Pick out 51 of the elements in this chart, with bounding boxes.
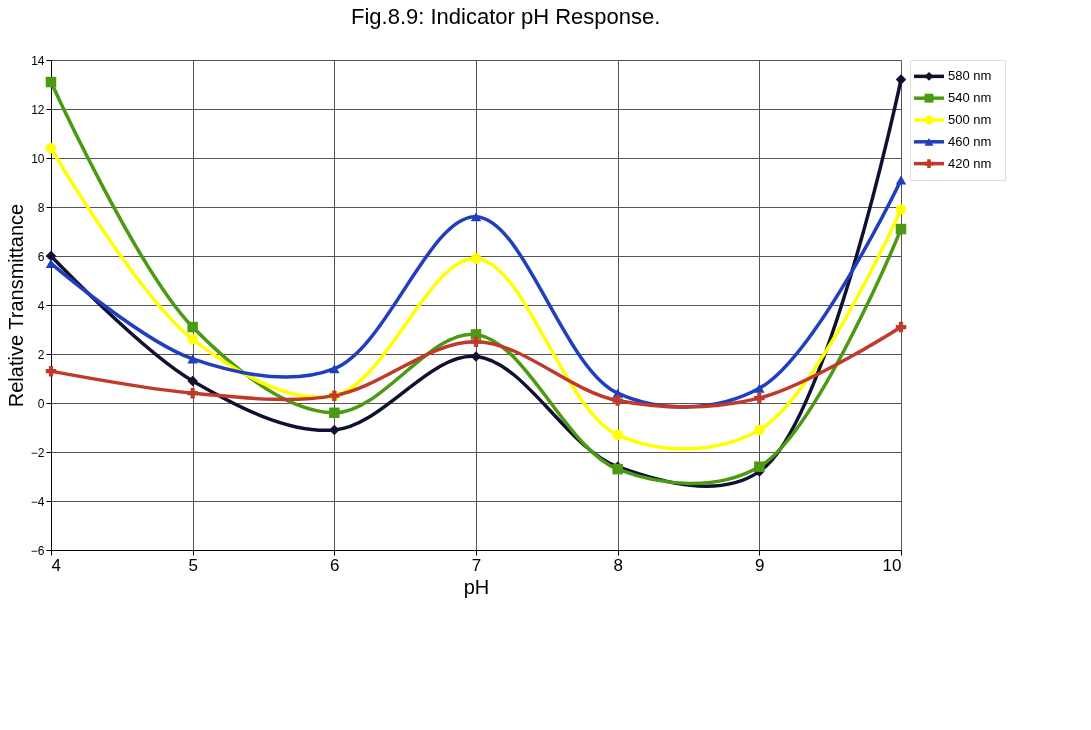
y-tick-label: 14 xyxy=(31,53,45,68)
y-tick-label: −2 xyxy=(30,445,45,460)
chart-title: Fig.8.9: Indicator pH Response. xyxy=(350,3,661,29)
y-tick-label: 6 xyxy=(37,249,45,264)
y-tick-label: 12 xyxy=(31,102,45,117)
y-tick-label: −4 xyxy=(30,494,45,509)
y-tick-label: 2 xyxy=(37,347,45,362)
point xyxy=(754,383,765,393)
x-axis-title: pH xyxy=(463,575,490,598)
y-tick-label: 4 xyxy=(37,298,45,313)
x-tick-label: 7 xyxy=(471,555,482,575)
x-tick-label: 5 xyxy=(188,555,198,575)
point xyxy=(45,76,57,88)
x-tick-label: 8 xyxy=(613,555,623,575)
point xyxy=(187,334,198,345)
legend-label: 460 nm xyxy=(948,133,992,149)
point xyxy=(329,364,340,374)
point xyxy=(612,429,623,441)
point xyxy=(895,223,907,235)
legend-label: 500 nm xyxy=(948,112,992,127)
point xyxy=(754,461,765,472)
y-tick-label: 10 xyxy=(31,151,45,166)
x-tick-label: 9 xyxy=(755,555,765,575)
point xyxy=(895,175,907,185)
point xyxy=(45,142,57,154)
point xyxy=(754,424,765,436)
point xyxy=(754,392,765,404)
point xyxy=(895,321,907,333)
point xyxy=(45,365,57,377)
y-tick-label: 0 xyxy=(37,396,45,411)
point xyxy=(187,387,198,399)
x-tick-label: 10 xyxy=(882,555,902,575)
legend-label: 420 nm xyxy=(948,155,992,171)
point xyxy=(470,253,482,264)
legend-label: 540 nm xyxy=(948,90,992,106)
point xyxy=(470,212,482,222)
point xyxy=(45,250,57,262)
y-tick-label: −6 xyxy=(30,543,45,558)
legend-label: 580 nm xyxy=(948,68,992,84)
point xyxy=(329,424,340,436)
point xyxy=(187,321,198,333)
point xyxy=(895,74,907,85)
x-tick-label: 6 xyxy=(330,555,340,575)
point xyxy=(612,395,623,406)
y-axis-title: Relative Transmittance xyxy=(4,203,27,408)
point xyxy=(895,204,907,215)
point xyxy=(470,336,482,347)
point xyxy=(329,407,340,419)
point xyxy=(187,375,198,387)
x-tick-label: 4 xyxy=(51,555,61,575)
y-tick-label: 8 xyxy=(37,200,45,215)
